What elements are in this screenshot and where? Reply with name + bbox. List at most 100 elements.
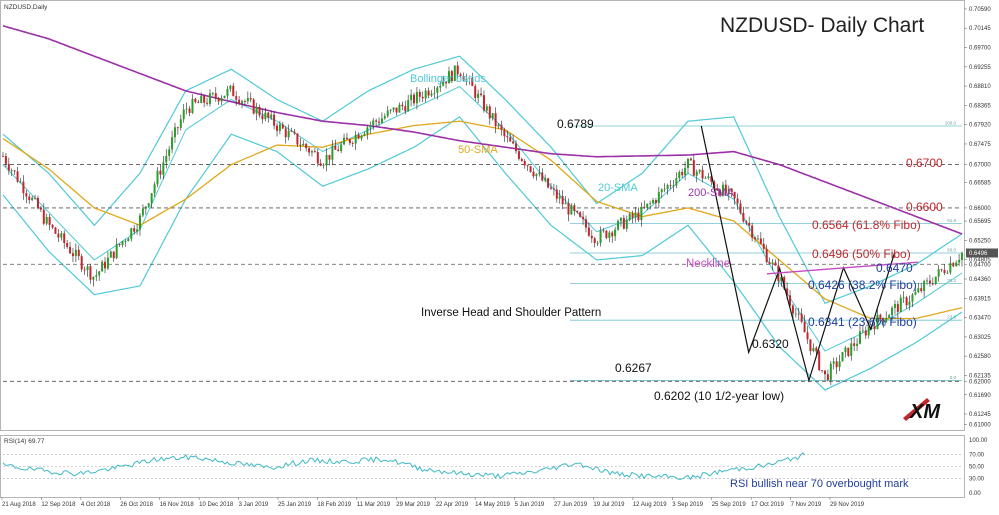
candle-body (71, 253, 74, 257)
candle (733, 191, 736, 205)
chart-title: NZDUSD- Daily Chart (720, 14, 924, 37)
candle (101, 259, 104, 272)
candle (759, 232, 762, 245)
annotation-fibo-382: 0.6426 (38.2% Fibo) (808, 278, 917, 292)
candle-body (625, 220, 628, 229)
candle (535, 173, 538, 181)
candle (707, 172, 710, 180)
candle-body (891, 307, 894, 316)
candle (319, 159, 322, 167)
candle (7, 157, 10, 175)
candle-body (707, 176, 710, 179)
candle (669, 180, 672, 190)
candle (716, 183, 719, 192)
price-tick-label: 0.67000 (969, 163, 991, 169)
candle-body (835, 361, 838, 368)
candle-body (509, 137, 512, 142)
candle-body (179, 119, 182, 128)
price-tick-label: 0.70590 (969, 7, 991, 13)
price-tick-label: 0.69255 (969, 65, 991, 71)
candle-body (716, 188, 719, 191)
candle-body (867, 326, 870, 336)
candle (433, 86, 436, 98)
candle (856, 338, 859, 351)
fibo-tag-4: 23.6 (947, 315, 956, 320)
candle (83, 266, 86, 275)
candle-body (617, 220, 620, 230)
time-tick-label: 3 Sep 2019 (672, 502, 703, 508)
candle-body (22, 181, 25, 194)
candle (328, 154, 331, 166)
candle (243, 99, 246, 106)
candle (931, 277, 934, 286)
candle-body (299, 144, 302, 146)
candle-body (850, 343, 853, 356)
candle (136, 224, 139, 235)
candle (66, 239, 69, 249)
price-tick-label: 0.64700 (969, 262, 991, 268)
candle-body (427, 90, 430, 96)
annotation-sma20: 20-SMA (598, 182, 638, 194)
candle (923, 279, 926, 298)
candle (646, 203, 649, 211)
candle (141, 204, 144, 218)
candle-body (104, 261, 107, 269)
candle (654, 198, 657, 208)
candle (628, 212, 631, 222)
candle (958, 254, 961, 267)
candle (124, 239, 127, 247)
candle (223, 95, 226, 99)
candle (372, 117, 375, 131)
candle (961, 251, 963, 267)
candle-body (844, 347, 847, 353)
candle (485, 104, 488, 114)
candle (308, 146, 311, 157)
candle-body (538, 172, 541, 174)
candle-body (526, 165, 529, 167)
time-tick-label: 25 Sep 2019 (712, 502, 747, 508)
candle (695, 169, 698, 183)
candle (893, 300, 896, 315)
candle-body (194, 98, 197, 103)
candle (794, 307, 797, 318)
candle-body (675, 178, 678, 186)
candle (267, 111, 270, 123)
candle-body (622, 217, 625, 229)
candle (512, 134, 515, 145)
candle-body (535, 173, 538, 177)
candle-body (389, 109, 392, 111)
candle (176, 126, 179, 135)
candle (809, 339, 812, 356)
candle-body (579, 212, 582, 217)
candle (185, 102, 188, 115)
candle (109, 250, 112, 258)
candle (445, 81, 448, 89)
candle (427, 87, 430, 99)
candle-body (191, 98, 194, 113)
candle-body (139, 215, 141, 230)
candle-body (130, 228, 133, 239)
candle (896, 300, 899, 319)
candle-body (500, 124, 503, 130)
candle (284, 125, 287, 144)
candle (832, 357, 835, 370)
candle (771, 258, 774, 271)
candle-body (200, 95, 203, 104)
candle (902, 291, 905, 303)
candle-body (736, 198, 739, 204)
candle (168, 145, 171, 161)
time-tick-label: 19 Jul 2019 (593, 502, 625, 508)
candle (214, 87, 217, 102)
candle (34, 194, 37, 200)
candle-body (882, 318, 885, 322)
candle-body (124, 241, 127, 242)
candle (564, 196, 567, 205)
candle (663, 183, 666, 193)
candle (622, 214, 625, 230)
candle-body (232, 85, 235, 97)
candle-body (640, 206, 643, 221)
candle (576, 210, 579, 214)
candle-body (824, 370, 826, 375)
candle (69, 241, 72, 255)
candle-body (208, 93, 211, 104)
